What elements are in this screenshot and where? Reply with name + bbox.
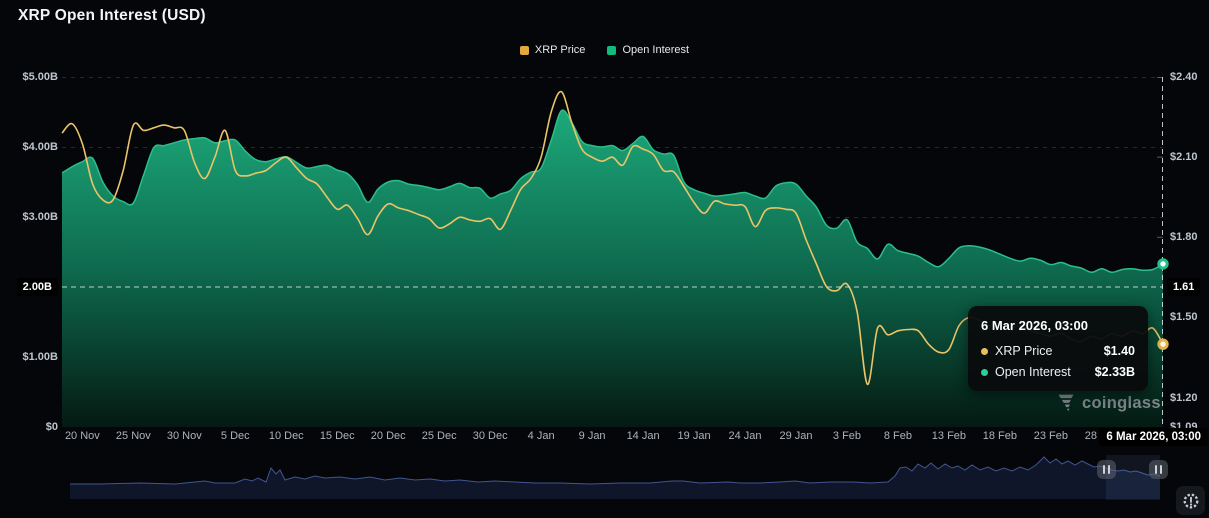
- tooltip: 6 Mar 2026, 03:00 XRP Price $1.40 Open Int…: [968, 306, 1148, 391]
- tooltip-series-value: $1.40: [1103, 344, 1135, 358]
- crosshair-right-value-badge: 1.61: [1167, 278, 1201, 296]
- navigator-area: [70, 457, 1160, 499]
- x-axis-label: 3 Feb: [832, 430, 862, 442]
- tooltip-row: XRP Price $1.40: [981, 344, 1135, 358]
- settings-button[interactable]: [1176, 486, 1205, 515]
- legend: XRP Price Open Interest: [0, 44, 1209, 56]
- right-axis-label: $1.50: [1170, 311, 1198, 324]
- x-axis-label: 30 Nov: [166, 430, 202, 442]
- crosshair-left-value-badge: 2.00B: [16, 278, 58, 296]
- tooltip-series-label: XRP Price: [995, 344, 1053, 358]
- x-axis-label: 30 Dec: [472, 430, 508, 442]
- x-axis-label: 13 Feb: [931, 430, 967, 442]
- left-axis-label: $1.00B: [22, 351, 58, 363]
- tooltip-series-value: $2.33B: [1094, 365, 1135, 379]
- tooltip-series-label: Open Interest: [995, 365, 1071, 379]
- handle-grip-icon: [1102, 465, 1105, 474]
- x-axis-label: 5 Dec: [220, 430, 250, 442]
- navigator-minimap[interactable]: [70, 452, 1160, 500]
- crosshair-date-badge: 6 Mar 2026, 03:00: [1099, 428, 1208, 446]
- handle-grip-icon: [1107, 465, 1110, 474]
- x-axis-label: 25 Nov: [115, 430, 151, 442]
- open-interest-line: [61, 109, 1164, 274]
- x-axis-label: 25 Dec: [421, 430, 457, 442]
- legend-item-open-interest[interactable]: Open Interest: [607, 44, 689, 56]
- x-axis-label: 15 Dec: [319, 430, 355, 442]
- x-axis-label: 20 Dec: [370, 430, 406, 442]
- tooltip-row: Open Interest $2.33B: [981, 365, 1135, 379]
- watermark-text: coinglass: [1082, 393, 1161, 412]
- legend-swatch-icon: [519, 45, 529, 55]
- x-axis-label: 9 Jan: [578, 430, 606, 442]
- left-axis-label: $4.00B: [22, 141, 58, 153]
- x-axis-label: 4 Jan: [527, 430, 555, 442]
- legend-label: Open Interest: [622, 44, 690, 56]
- x-axis-label: 23 Feb: [1033, 430, 1068, 442]
- right-axis-label: $2.40: [1170, 71, 1198, 83]
- gear-alert-icon: [1183, 493, 1198, 508]
- legend-swatch-icon: [607, 45, 617, 55]
- x-axis-label: 29 Jan: [779, 430, 813, 442]
- x-axis-label: 8 Feb: [883, 430, 912, 442]
- tooltip-rows: XRP Price $1.40 Open Interest $2.33B: [981, 344, 1135, 379]
- left-axis-label: $0: [45, 421, 58, 433]
- open-interest-area: [62, 110, 1163, 427]
- left-axis-label: $5.00B: [22, 71, 58, 83]
- xrp-price-marker: [1157, 338, 1169, 350]
- x-axis-label: 10 Dec: [268, 430, 304, 442]
- handle-grip-icon: [1159, 465, 1162, 474]
- right-axis-label: $1.80: [1170, 231, 1198, 244]
- navigator-handle-left[interactable]: [1096, 460, 1116, 479]
- right-axis-label: $2.10: [1170, 151, 1198, 164]
- legend-label: XRP Price: [534, 44, 586, 56]
- x-axis-label: 18 Feb: [982, 430, 1017, 442]
- legend-item-xrp-price[interactable]: XRP Price: [519, 44, 586, 56]
- x-axis-label: 14 Jan: [626, 430, 660, 442]
- series-dot-icon: [981, 368, 988, 376]
- navigator-handle-right[interactable]: [1148, 460, 1168, 479]
- right-axis-label: $1.20: [1170, 391, 1198, 404]
- coinglass-logo-icon: [1058, 394, 1074, 412]
- navigator-line: [70, 456, 1160, 485]
- tooltip-date: 6 Mar 2026, 03:00: [981, 318, 1088, 333]
- coinglass-watermark: coinglass: [1056, 393, 1161, 413]
- page-title: XRP Open Interest (USD): [18, 7, 206, 24]
- left-axis-label: $3.00B: [22, 211, 58, 223]
- x-axis-label: 20 Nov: [64, 430, 100, 442]
- series-dot-icon: [981, 347, 988, 355]
- handle-grip-icon: [1154, 465, 1157, 474]
- x-axis-label: 24 Jan: [728, 430, 762, 442]
- x-axis-label: 19 Jan: [677, 430, 711, 442]
- open-interest-marker: [1157, 258, 1169, 270]
